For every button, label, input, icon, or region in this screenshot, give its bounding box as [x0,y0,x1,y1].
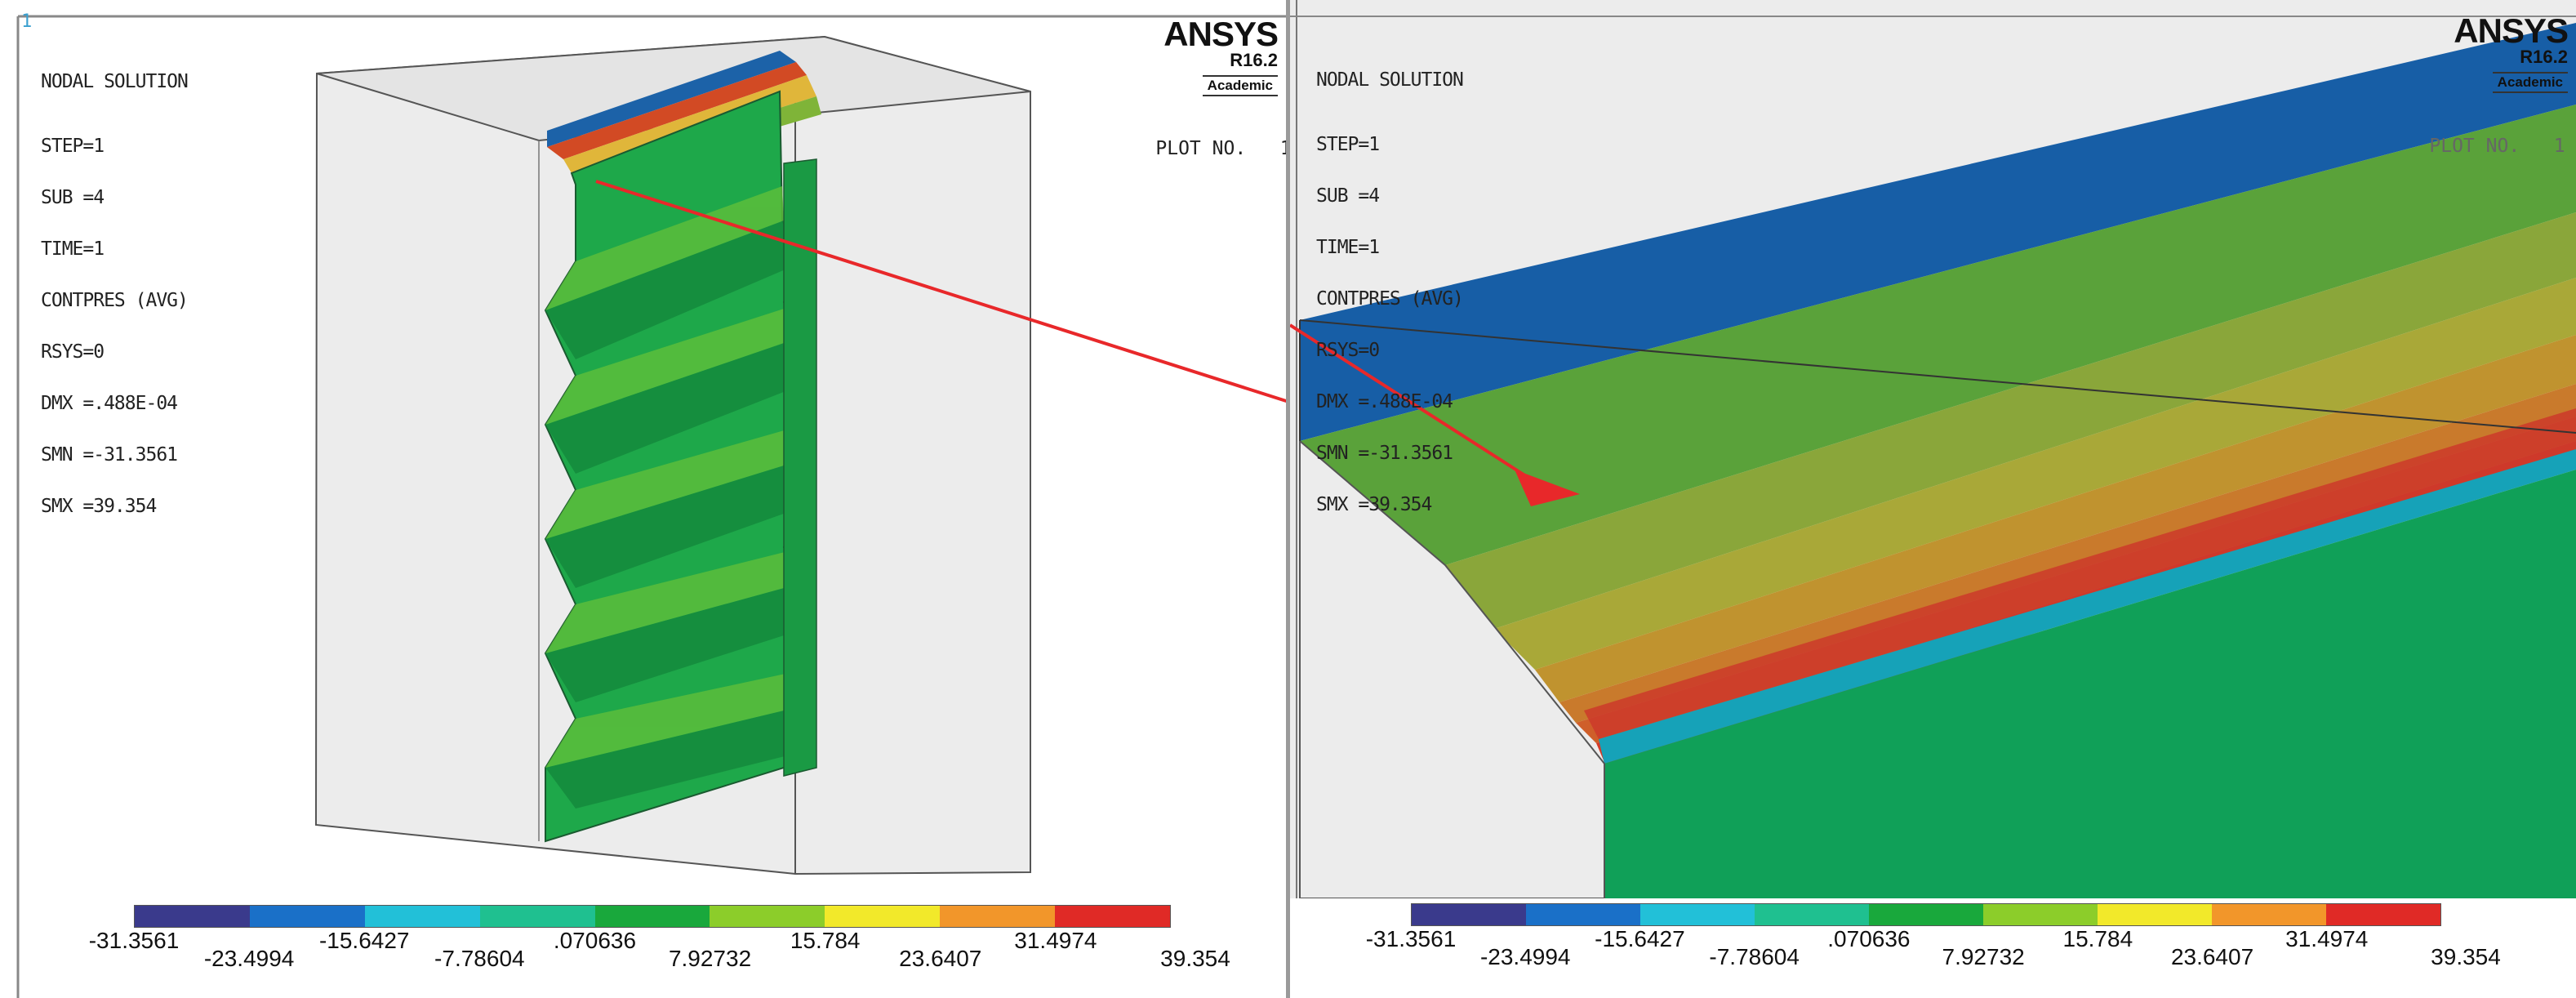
brand-version: R16.2 [2520,47,2568,67]
legend-swatch [825,906,941,927]
legend-tick-label: -31.3561 [1365,926,1457,951]
legend-swatch [1055,906,1171,927]
plot-number: PLOT NO. 1 [1110,117,1291,180]
info-line: SMX =39.354 [41,496,157,517]
band-blue [1300,23,2576,441]
brand-name: ANSYS [1163,15,1279,53]
legend-swatch [1869,904,1983,925]
legend-swatch [940,906,1056,927]
info-line: DMX =.488E-04 [41,393,178,414]
legend-swatch [135,906,250,927]
model-3d-view [16,15,1286,998]
legend-tick-label: -7.78604 [434,946,525,971]
legend-tick-label: 23.6407 [899,946,982,971]
solution-info: NODAL SOLUTION STEP=1 SUB =4 TIME=1 CONT… [1316,38,1464,548]
zoom-arrow-line [595,180,1286,403]
legend-swatch [249,906,365,927]
legend-tick-label: -7.78604 [1709,944,1800,969]
legend-swatch [594,906,710,927]
plot-number-value: 1 [2553,136,2565,157]
legend-tick-label: 15.784 [790,928,861,953]
legend-swatch [364,906,480,927]
legend-swatch [2212,904,2326,925]
panel-divider [1286,0,1290,998]
legend-tick-label: .070636 [1827,926,1911,951]
info-line: SMN =-31.3561 [1316,443,1453,464]
legend-tick-label: 7.92732 [668,946,752,971]
left-plot-panel: 1 NODAL SOLUTION STEP=1 SUB =4 TIME=1 CO… [0,0,1292,998]
legend-swatch [1640,904,1755,925]
legend-tick-label: 15.784 [2062,926,2133,951]
legend-tick-label: 31.4974 [2285,926,2369,951]
legend-tick-label: -31.3561 [88,928,180,953]
info-line: SUB =4 [41,187,105,208]
zoomed-detail-view [1290,0,2576,998]
green-face [1604,470,2576,898]
legend-tick-label: .070636 [553,928,637,953]
plot-number: PLOT NO. 1 [2384,114,2565,178]
info-line: STEP=1 [1316,134,1380,155]
legend-tick-label: -15.6427 [318,928,410,953]
window-number: 1 [21,11,33,32]
ansys-logo: ANSYS R16.2 Academic [2454,11,2569,93]
info-line: CONTPRES (AVG) [1316,288,1464,310]
info-line: STEP=1 [41,136,105,157]
legend-tick-label: -23.4994 [203,946,295,971]
legend-tick-label: 7.92732 [1942,944,2025,969]
plot-number-label: PLOT NO. [1155,138,1247,159]
legend-tick-label: -23.4994 [1479,944,1571,969]
info-line: SMN =-31.3561 [41,444,178,466]
legend-swatch [479,906,595,927]
info-line: SMX =39.354 [1316,494,1432,515]
info-line: RSYS=0 [41,341,105,363]
legend-tick-label: 31.4974 [1014,928,1097,953]
legend-tick-label: 23.6407 [2170,944,2254,969]
legend-swatch [1526,904,1640,925]
brand-edition: Academic [2492,72,2568,93]
color-legend-bar [1411,903,2441,926]
legend-swatch [710,906,825,927]
info-line: NODAL SOLUTION [1316,69,1464,91]
info-line: DMX =.488E-04 [1316,391,1453,412]
info-line: SUB =4 [1316,185,1380,207]
zoom-arrow-head [1515,470,1580,506]
info-line: TIME=1 [41,238,105,260]
info-line: NODAL SOLUTION [41,71,189,92]
brand-name: ANSYS [2454,11,2569,50]
info-line: RSYS=0 [1316,340,1380,361]
brand-version: R16.2 [1230,50,1278,70]
solution-info: NODAL SOLUTION STEP=1 SUB =4 TIME=1 CONT… [41,39,189,550]
legend-tick-label: -15.6427 [1595,926,1685,951]
ansys-logo: ANSYS R16.2 Academic [1163,15,1279,96]
right-plot-panel: NODAL SOLUTION STEP=1 SUB =4 TIME=1 CONT… [1290,0,2576,998]
legend-swatch [1412,904,1526,925]
info-line: CONTPRES (AVG) [41,290,189,311]
info-line: TIME=1 [1316,237,1380,258]
legend-swatch [2326,904,2440,925]
brand-edition: Academic [1202,75,1278,96]
legend-swatch [2098,904,2212,925]
legend-swatch [1983,904,2098,925]
legend-tick-label: 39.354 [2431,944,2501,969]
legend-swatch [1755,904,1869,925]
legend-tick-label: 39.354 [1160,946,1230,971]
plot-number-label: PLOT NO. [2429,136,2520,157]
color-legend-bar [134,905,1171,928]
